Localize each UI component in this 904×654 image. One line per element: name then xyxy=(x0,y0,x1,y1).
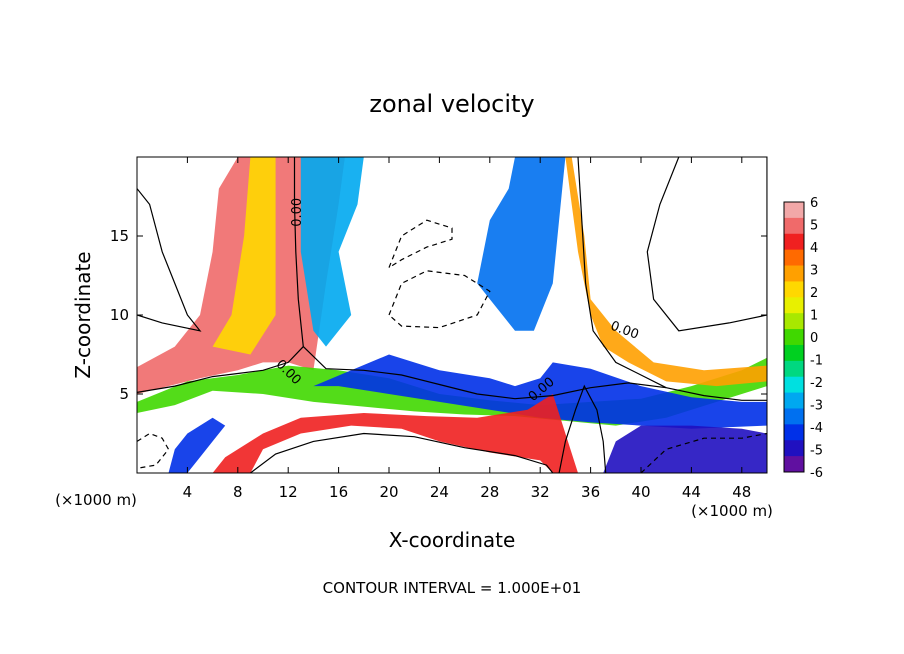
x-axis-label: X-coordinate xyxy=(389,528,516,552)
x-tick-label: 32 xyxy=(531,483,550,501)
contour-negative-contour-lower-right xyxy=(640,432,767,473)
contour-negative-contour-lower-left xyxy=(137,432,170,469)
colorbar-swatch xyxy=(784,329,804,346)
x-tick-label: 36 xyxy=(581,483,600,501)
velocity-band-lower-left-warm xyxy=(212,394,578,473)
colorbar: 6 5 4 3 2 1 0 -1 -2 -3 -4 -5 -6 xyxy=(783,196,823,481)
colorbar-swatch xyxy=(784,217,804,235)
velocity-band-mid-shear-cold xyxy=(313,354,767,429)
colorbar-swatch xyxy=(784,281,804,298)
velocity-band-left-plume-warm xyxy=(212,157,276,355)
colorbar-swatch xyxy=(784,233,804,251)
x-tick-label: 16 xyxy=(329,483,348,501)
contour-negative-contour-upper xyxy=(388,219,453,269)
x-unit-label: (×1000 m) xyxy=(691,502,773,520)
contour-value-label: 0.00 xyxy=(290,198,305,227)
contour-zero-contour-lower xyxy=(250,432,554,473)
colorbar-tick-label: -6 xyxy=(810,466,823,481)
x-tick-label: 28 xyxy=(480,483,499,501)
colorbar-tick-label: 3 xyxy=(810,264,818,279)
contour-zero-contour-upper-right xyxy=(646,157,767,332)
contour-zero-contour-upper-left xyxy=(137,188,202,332)
colorbar-swatch xyxy=(784,344,804,362)
colorbar-tick-label: -1 xyxy=(810,354,823,369)
colorbar-tick-label: -5 xyxy=(810,444,823,459)
chart-title: zonal velocity xyxy=(369,90,534,118)
colorbar-swatch xyxy=(784,408,804,425)
y-tick-label: 15 xyxy=(110,227,129,245)
velocity-band-lower-right-cold xyxy=(603,425,767,473)
colorbar-tick-label: -2 xyxy=(810,376,823,391)
colorbar-swatch xyxy=(784,265,804,282)
x-axis: 4 8 12 16 20 24 28 32 36 40 44 48 xyxy=(183,157,751,501)
x-tick-label: 4 xyxy=(183,483,193,501)
contour-zero-contour-right-plume xyxy=(577,157,667,389)
colorbar-tick-label: 1 xyxy=(810,309,818,324)
colorbar-swatch xyxy=(784,392,804,409)
colorbar-swatch xyxy=(784,376,804,394)
y-axis-label: Z-coordinate xyxy=(71,251,95,378)
x-tick-label: 40 xyxy=(631,483,650,501)
colorbar-swatch xyxy=(784,440,804,457)
colorbar-frame xyxy=(783,201,805,473)
contour-zero-contour-left-plume xyxy=(137,157,304,393)
velocity-band-left-plume-cold xyxy=(300,157,364,347)
colorbar-swatch xyxy=(784,313,804,330)
colorbar-tick-label: 2 xyxy=(810,286,818,301)
velocity-band-right-plume-warm xyxy=(565,157,767,387)
colorbar-tick-label: 6 xyxy=(810,196,818,211)
colorbar-tick-label: 5 xyxy=(810,219,818,234)
contour-lines xyxy=(137,157,767,473)
x-tick-label: 20 xyxy=(379,483,398,501)
y-axis: 5 10 15 xyxy=(110,227,767,403)
x-tick-label: 24 xyxy=(430,483,449,501)
y-tick-label: 10 xyxy=(110,306,129,324)
colorbar-tick-label: 4 xyxy=(810,241,818,256)
y-tick-label: 5 xyxy=(119,385,129,403)
colorbar-tick-label: -3 xyxy=(810,399,823,414)
x-tick-label: 8 xyxy=(233,483,243,501)
contour-zero-contour-central xyxy=(558,384,607,473)
colorbar-swatch xyxy=(784,249,804,267)
y-unit-label: (×1000 m) xyxy=(55,491,137,509)
colorbar-swatch xyxy=(784,202,804,219)
colorbar-swatch xyxy=(784,360,804,378)
contour-zero-contour-mid-layer xyxy=(302,346,767,401)
contour-negative-contour-mid xyxy=(388,270,491,329)
contour-interval-footer: CONTOUR INTERVAL = 1.000E+01 xyxy=(323,579,582,597)
colorbar-swatch xyxy=(784,456,804,473)
colorbar-tick-label: -4 xyxy=(810,421,823,436)
x-tick-label: 44 xyxy=(682,483,701,501)
colorbar-swatch xyxy=(784,297,804,314)
x-tick-label: 48 xyxy=(732,483,751,501)
plot-field xyxy=(137,157,767,473)
colorbar-swatch xyxy=(784,424,804,441)
velocity-band-right-plume xyxy=(477,157,566,331)
velocity-band-bottom-left-cold xyxy=(168,417,226,473)
colorbar-tick-label: 0 xyxy=(810,331,818,346)
x-tick-label: 12 xyxy=(279,483,298,501)
